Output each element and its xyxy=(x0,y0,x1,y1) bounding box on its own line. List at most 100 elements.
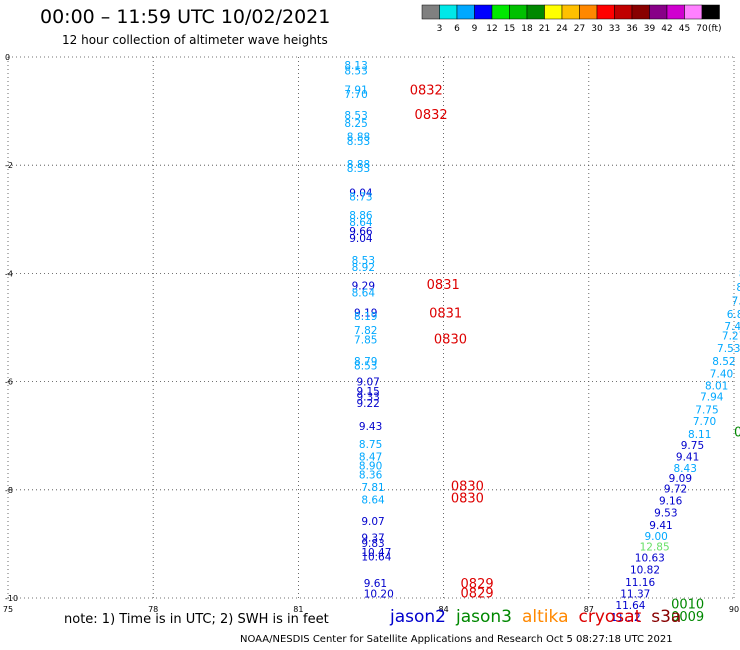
legend-tick-label: 24 xyxy=(556,24,568,34)
wave-height-label: 9.07 xyxy=(356,377,379,389)
credit-line: NOAA/NESDIS Center for Satellite Applica… xyxy=(240,634,673,645)
axis-ticks: 0 -2 -4 -6 -8 -10 75 78 81 84 87 90 xyxy=(3,53,739,614)
legend-tick-label: 3 xyxy=(437,24,443,34)
wave-height-label: 9.83 xyxy=(361,538,384,550)
satellite-cryosat: cryosat xyxy=(578,607,642,627)
wave-height-label: 9.41 xyxy=(649,520,672,532)
legend-tick-label: 9 xyxy=(472,24,478,34)
wave-height-label: 8.13 xyxy=(344,60,367,72)
wave-height-label: 8.52 xyxy=(712,356,735,368)
wave-height-label: 9.04 xyxy=(349,187,373,199)
legend-tick-label: 6 xyxy=(454,24,460,34)
wave-height-label: 11.16 xyxy=(625,577,655,589)
wave-height-label: 8.64 xyxy=(361,495,385,507)
legend-tick-label: 27 xyxy=(574,24,585,34)
legend-swatch xyxy=(439,4,458,20)
x-tick-label: 84 xyxy=(439,605,449,614)
legend-tick-label: 30 xyxy=(591,24,603,34)
color-scale-legend: 3 6 9 12 15 18 21 24 27 30 33 36 39 42 45 70 (ft) xyxy=(421,4,722,34)
wave-height-label: 8.19 xyxy=(354,311,377,323)
wave-height-label: 9.75 xyxy=(681,440,704,452)
y-tick-label: 0 xyxy=(5,53,10,62)
wave-height-label: 8.88 xyxy=(347,159,370,171)
footnote: note: 1) Time is in UTC; 2) SWH is in fe… xyxy=(64,612,329,627)
legend-swatch xyxy=(491,4,510,20)
wave-height-label: 9.41 xyxy=(676,451,699,463)
wave-height-label: 9.37 xyxy=(361,532,384,544)
legend-swatch xyxy=(456,4,475,20)
legend-swatch xyxy=(579,4,598,20)
pass-time-label: 0009 xyxy=(671,610,704,625)
satellite-jason3: jason3 xyxy=(456,607,512,627)
wave-height-label: 8.25 xyxy=(344,118,367,130)
wave-height-label: 8.53 xyxy=(344,110,367,122)
legend-tick-label: 21 xyxy=(539,24,550,34)
x-tick-label: 81 xyxy=(293,605,303,614)
wave-height-label: 7.94 xyxy=(700,392,724,404)
pass-time-label: 00 xyxy=(734,425,740,440)
y-tick-label: -6 xyxy=(5,378,13,387)
wave-height-label: 8.47 xyxy=(359,451,382,463)
x-tick-label: 90 xyxy=(729,605,739,614)
wave-height-label: 7.70 xyxy=(693,416,716,428)
legend-swatch xyxy=(421,4,440,20)
wave-height-label: 9.15 xyxy=(356,386,379,398)
wave-height-label: 8.36 xyxy=(359,470,383,482)
legend-tick-label: 39 xyxy=(644,24,656,34)
wave-height-label: 9.22 xyxy=(356,398,379,410)
legend-swatch xyxy=(684,4,703,20)
legend-tick-label: 15 xyxy=(504,24,515,34)
wave-height-label: 9.04 xyxy=(349,233,373,245)
x-tick-label: 78 xyxy=(148,605,158,614)
wave-height-label: 8.01 xyxy=(705,380,728,392)
legend-swatch xyxy=(509,4,528,20)
pass-time-label: 0830 xyxy=(451,491,484,506)
pass-time-label: 0830 xyxy=(451,479,484,494)
legend-swatch xyxy=(561,4,580,20)
legend-tick-label: 45 xyxy=(679,24,690,34)
wave-height-label: 8 xyxy=(739,268,740,280)
wave-height-label: 11.32 xyxy=(611,612,641,624)
satellite-s3a: s3a xyxy=(651,607,682,627)
wave-height-label: 8.53 xyxy=(347,163,370,175)
legend-swatch xyxy=(544,4,563,20)
wave-height-label: 8.43 xyxy=(674,463,697,475)
wave-height-label: 9.00 xyxy=(644,531,667,543)
pass-time-label: 0829 xyxy=(461,587,494,602)
wave-height-label: 7.85 xyxy=(354,334,377,346)
wave-height-label: 12.85 xyxy=(640,542,670,554)
legend-unit: (ft) xyxy=(708,24,722,34)
pass-time-labels: 0832083208310831083008300830082908290000… xyxy=(410,83,740,624)
wave-height-label: 8.86 xyxy=(349,210,373,222)
wave-height-label: 8.53 xyxy=(354,360,377,372)
wave-height-label: 8.64 xyxy=(349,217,373,229)
legend-tick-label: 70 xyxy=(696,24,708,34)
x-tick-label: 87 xyxy=(584,605,594,614)
wave-height-label: 9.66 xyxy=(349,226,373,238)
wave-height-label: 7.75 xyxy=(695,405,718,417)
wave-height-label: 8.90 xyxy=(359,460,382,472)
wave-height-label: 8.64 xyxy=(352,287,376,299)
satellite-legend: jason2 jason3 altika cryosat s3a xyxy=(390,607,691,627)
legend-tick-label: 36 xyxy=(626,24,638,34)
legend-swatch xyxy=(701,4,720,20)
wave-height-label: 8.53 xyxy=(347,136,370,148)
legend-swatch xyxy=(666,4,685,20)
wave-height-label: 9.07 xyxy=(361,516,384,528)
wave-height-label: 7.91 xyxy=(344,84,367,96)
wave-height-label: 7.82 xyxy=(354,325,377,337)
wave-height-label: 8 xyxy=(736,282,740,294)
chart-subtitle: 12 hour collection of altimeter wave hei… xyxy=(62,33,328,47)
pass-time-label: 0830 xyxy=(434,332,467,347)
wave-height-label: 7. xyxy=(732,295,740,307)
wave-height-label: 10.20 xyxy=(364,589,394,601)
legend-tick-label: 12 xyxy=(486,24,497,34)
wave-height-label: 7.53 xyxy=(717,343,740,355)
wave-height-label: 8.53 xyxy=(344,66,367,78)
pass-time-label: 0010 xyxy=(671,597,704,612)
y-tick-label: -10 xyxy=(5,594,18,603)
wave-height-label: 7.40 xyxy=(710,368,733,380)
legend-tick-label: 42 xyxy=(661,24,672,34)
legend-swatch xyxy=(526,4,545,20)
wave-height-label: 8.88 xyxy=(347,132,370,144)
